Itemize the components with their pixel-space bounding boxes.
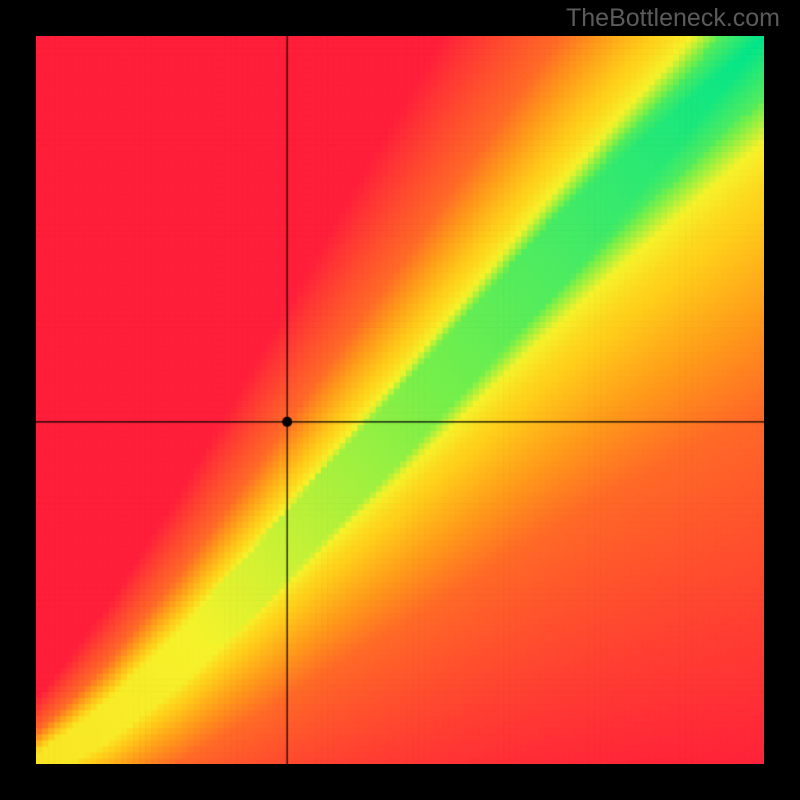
watermark-text: TheBottleneck.com (566, 4, 780, 33)
bottleneck-heatmap (36, 36, 764, 764)
